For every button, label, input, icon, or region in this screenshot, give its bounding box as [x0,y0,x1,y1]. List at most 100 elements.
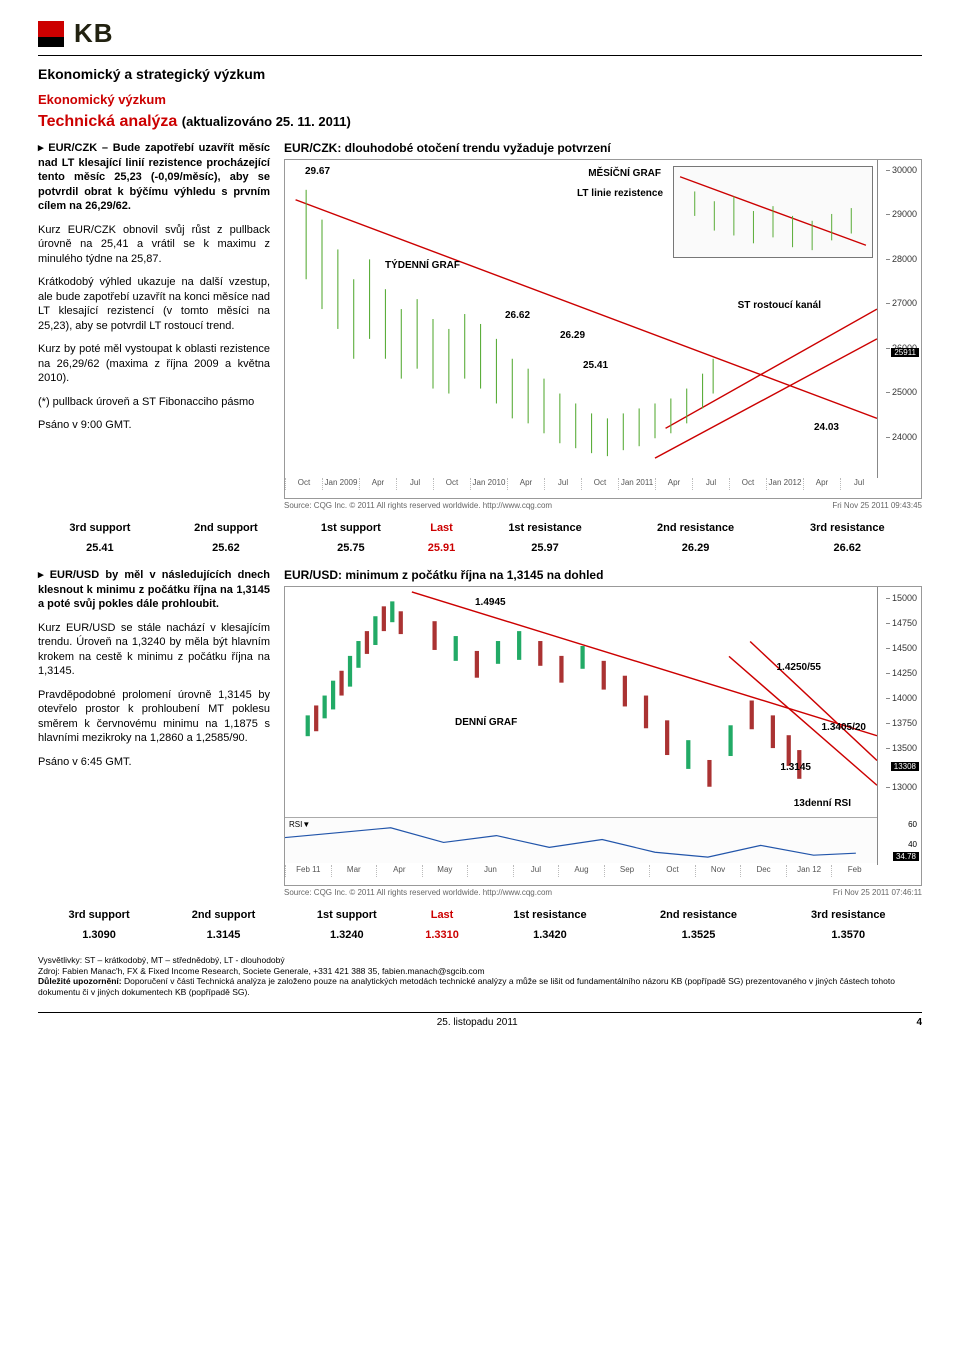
rsi-label: RSI▼ [289,820,310,829]
eurczk-yaxis: 30000 29000 28000 27000 26000 25911 2500… [877,160,919,478]
eurusd-p2: Pravděpodobné prolomení úrovně 1,3145 by… [38,688,270,746]
xt: Jan 2011 [618,478,655,490]
td: 25.97 [471,538,618,558]
ytick: 25000 [892,387,917,397]
xt: Jul [840,478,877,490]
table-header-row: 3rd support 2nd support 1st support Last… [38,905,922,925]
th: 1st resistance [471,518,618,538]
th-last: Last [407,905,478,925]
kb-logo-icon [38,21,64,47]
xt: Apr [655,478,692,490]
th-last: Last [412,518,472,538]
td: 1.3145 [160,925,287,945]
eurusd-commentary: EUR/USD by měl v následujících dnech kle… [38,568,270,778]
rsi-svg [285,818,877,863]
xt: Nov [695,865,741,877]
eurusd-rsi-panel: RSI▼ 34.78 60 40 [285,817,877,863]
td-last: 25.91 [412,538,472,558]
xt: Feb [831,865,877,877]
xt: Jan 2010 [470,478,507,490]
dept-heading: Ekonomický a strategický výzkum [38,66,922,82]
ytick: 30000 [892,165,917,175]
eurczk-p2: Krátkodobý výhled ukazuje na další vzest… [38,275,270,333]
ytick: 14250 [892,668,917,678]
ytick: 29000 [892,209,917,219]
th: 1st support [290,518,411,538]
xt: Jul [396,478,433,490]
th: 2nd resistance [619,518,773,538]
xt: Jan 2009 [322,478,359,490]
ytick: 14000 [892,693,917,703]
td: 1.3090 [38,925,160,945]
page: KB Ekonomický a strategický výzkum Ekono… [0,0,960,1048]
eurusd-chart-col: EUR/USD: minimum z počátku října na 1,31… [284,568,922,897]
footer-page: 4 [916,1017,922,1028]
th: 1st resistance [477,905,622,925]
eurczk-p4: (*) pullback úroveň a ST Fibonacciho pás… [38,395,270,410]
xt: Jan 12 [786,865,832,877]
ytick: 27000 [892,298,917,308]
eurusd-price-svg [285,587,877,815]
page-footer: 25. listopadu 2011 4 [38,1012,922,1028]
xt: Oct [581,478,618,490]
logo-row: KB [38,18,922,49]
ytick-badge: 25911 [891,348,919,357]
th: 2nd resistance [623,905,775,925]
footnotes: Vysvětlivky: ST – krátkodobý, MT – střed… [38,955,922,998]
td: 25.41 [38,538,162,558]
footnote-l3-bold: Důležité upozornění: [38,976,122,986]
source-left: Source: CQG Inc. © 2011 All rights reser… [284,501,552,510]
ytick: 14500 [892,643,917,653]
xt: Oct [433,478,470,490]
rsi-tick: 60 [908,820,917,829]
xt: Apr [376,865,422,877]
eurusd-chart: 15000 14750 14500 14250 14000 13750 1350… [284,586,922,886]
th: 3rd resistance [773,518,922,538]
xt: Mar [331,865,377,877]
divider-top [38,55,922,56]
td: 26.29 [619,538,773,558]
xt: Oct [729,478,766,490]
td: 26.62 [773,538,922,558]
ytick-badge: 13308 [891,762,919,771]
ytick: 13500 [892,743,917,753]
xt: Jun [467,865,513,877]
rsi-tick: 40 [908,840,917,849]
td: 1.3525 [623,925,775,945]
xt: Oct [649,865,695,877]
xt: Jul [692,478,729,490]
logo-text: KB [74,18,114,49]
footnote-l3-text: Doporučení v části Technická analýza je … [38,976,895,997]
main-title: Technická analýza (aktualizováno 25. 11.… [38,113,922,131]
footnote-l1: Vysvětlivky: ST – krátkodobý, MT – střed… [38,955,922,966]
section-eurczk: EUR/CZK – Bude zapotřebí uzavřít měsíc n… [38,141,922,510]
rsi-badge: 34.78 [893,852,919,861]
table-row: 1.3090 1.3145 1.3240 1.3310 1.3420 1.352… [38,925,922,945]
xt: May [422,865,468,877]
eurczk-xaxis: Oct Jan 2009 Apr Jul Oct Jan 2010 Apr Ju… [285,478,877,490]
eurczk-table: 3rd support 2nd support 1st support Last… [38,518,922,558]
td-last: 1.3310 [407,925,478,945]
ytick: 28000 [892,254,917,264]
footnote-l3: Důležité upozornění: Doporučení v části … [38,976,922,997]
xt: Sep [604,865,650,877]
eurczk-price-svg [285,160,877,478]
xt: Oct [285,478,322,490]
footer-date: 25. listopadu 2011 [437,1017,518,1028]
title-date: (aktualizováno 25. 11. 2011) [182,114,351,129]
source-right: Fri Nov 25 2011 09:43:45 [832,501,922,510]
source-right: Fri Nov 25 2011 07:46:11 [833,888,922,897]
eurusd-written: Psáno v 6:45 GMT. [38,755,270,770]
eurczk-source: Source: CQG Inc. © 2011 All rights reser… [284,501,922,510]
eurczk-p3: Kurz by poté měl vystoupat k oblasti rez… [38,342,270,386]
eurusd-p1: Kurz EUR/USD se stále nachází v klesajíc… [38,621,270,679]
td: 25.62 [162,538,290,558]
eurusd-chart-title: EUR/USD: minimum z počátku října na 1,31… [284,568,922,582]
eurusd-source: Source: CQG Inc. © 2011 All rights reser… [284,888,922,897]
xt: Jul [513,865,559,877]
eurusd-xaxis: Feb 11 Mar Apr May Jun Jul Aug Sep Oct N… [285,865,877,877]
eurusd-table: 3rd support 2nd support 1st support Last… [38,905,922,945]
xt: Jan 2012 [766,478,803,490]
td: 1.3570 [775,925,922,945]
xt: Jul [544,478,581,490]
